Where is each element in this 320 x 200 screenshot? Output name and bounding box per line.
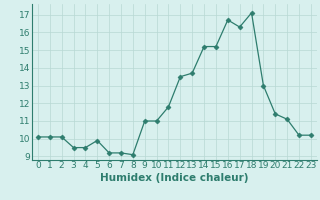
X-axis label: Humidex (Indice chaleur): Humidex (Indice chaleur) (100, 173, 249, 183)
